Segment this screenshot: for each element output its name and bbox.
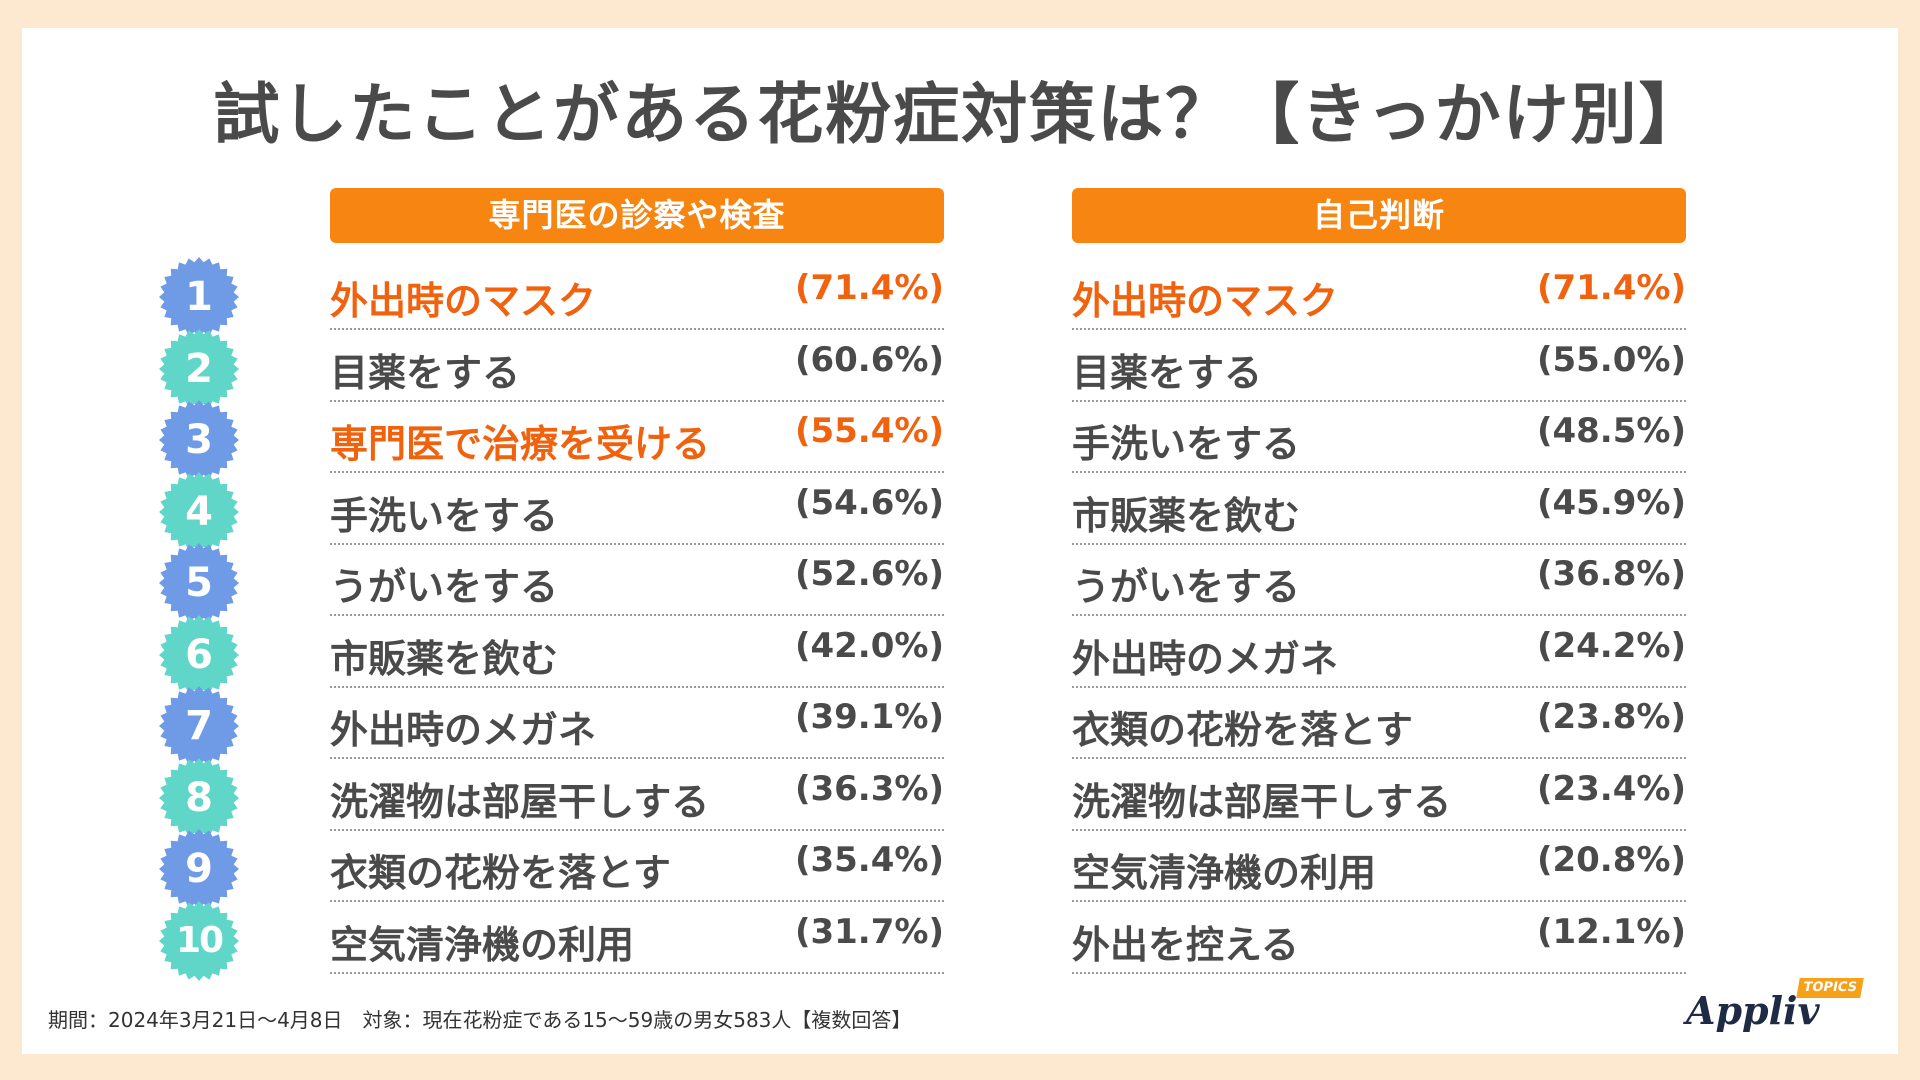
row-label: 外出を控える [1072,922,1299,967]
survey-footnote: 期間：2024年3月21日～4月8日 対象：現在花粉症である15～59歳の男女5… [48,1008,912,1032]
rank-badge: 3 [158,399,240,481]
rank-badge: 1 [158,256,240,338]
row-label: うがいをする [330,565,559,609]
rank-number: 4 [185,488,213,535]
row-percentage: (12.1%) [1536,911,1686,952]
ranking-row: 外出時のマスク (71.4%) [330,256,944,330]
rank-number: 8 [185,774,213,821]
row-label: 洗濯物は部屋干しする [1072,779,1452,824]
rank-number: 5 [185,560,213,606]
row-label: 目薬をする [330,350,521,395]
applív-logo: Appliv TOPICS [1686,978,1866,1038]
row-label: 専門医で治療を受ける [330,422,711,466]
rank-badge: 7 [158,685,240,767]
row-percentage: (24.2%) [1536,625,1686,666]
ranking-row: 市販薬を飲む (42.0%) [330,614,944,688]
row-label: 外出時のマスク [1072,279,1339,323]
rank-badge: 6 [158,614,240,696]
row-percentage: (48.5%) [1536,411,1686,451]
rank-badge: 4 [158,471,240,553]
row-label: 外出時のメガネ [330,708,597,752]
ranking-row: 外出時のマスク (71.4%) [1072,256,1686,330]
row-label: 衣類の花粉を落とす [330,851,671,895]
row-percentage: (20.8%) [1536,840,1686,880]
row-percentage: (54.6%) [794,482,944,523]
rank-number: 7 [185,703,213,749]
rank-badge: 5 [158,542,240,624]
row-percentage: (55.4%) [794,411,944,451]
row-label: 外出時のマスク [330,279,597,323]
ranking-row: 洗濯物は部屋干しする (23.4%) [1072,757,1686,831]
ranking-row: 専門医で治療を受ける (55.4%) [330,399,944,473]
ranking-row: 外出時のメガネ (24.2%) [1072,614,1686,688]
rank-badge: 2 [158,328,240,410]
rank-badge: 9 [158,828,240,910]
rank-number: 2 [185,345,213,392]
ranking-row: 市販薬を飲む (45.9%) [1072,471,1686,545]
row-label: 市販薬を飲む [330,636,559,681]
row-percentage: (23.4%) [1536,768,1686,809]
rank-number: 1 [185,274,213,320]
rank-number: 3 [185,417,213,463]
row-label: 手洗いをする [330,493,559,538]
row-label: うがいをする [1072,565,1301,609]
ranking-row: 衣類の花粉を落とす (35.4%) [330,828,944,902]
row-label: 手洗いをする [1072,422,1301,466]
ranking-row: 目薬をする (60.6%) [330,328,944,402]
row-percentage: (23.8%) [1536,697,1686,737]
row-percentage: (42.0%) [794,625,944,666]
row-percentage: (36.3%) [794,768,944,809]
logo-topics-tag: TOPICS [1796,978,1864,998]
row-percentage: (60.6%) [794,339,944,380]
panel-specialist: 専門医の診察や検査 外出時のマスク (71.4%) 目薬をする (60.6%) 専門医で… [330,188,944,974]
panel-header: 自己判断 [1072,188,1686,243]
ranking-row: うがいをする (36.8%) [1072,542,1686,616]
row-label: 空気清浄機の利用 [1072,851,1377,895]
ranking-row: 外出時のメガネ (39.1%) [330,685,944,759]
row-label: 外出時のメガネ [1072,636,1339,681]
row-percentage: (55.0%) [1536,339,1686,380]
panel-self-judgment: 自己判断 外出時のマスク (71.4%) 目薬をする (55.0%) 手洗いをする (48… [1072,188,1686,974]
ranking-row: 空気清浄機の利用 (20.8%) [1072,828,1686,902]
rank-badge: 10 [158,900,240,982]
row-percentage: (71.4%) [794,268,944,308]
ranking-row: 目薬をする (55.0%) [1072,328,1686,402]
row-percentage: (31.7%) [794,911,944,952]
page-title: 試したことがある花粉症対策は？【きっかけ別】 [213,76,1707,153]
row-percentage: (52.6%) [794,554,944,594]
ranking-row: 空気清浄機の利用 (31.7%) [330,900,944,974]
row-label: 洗濯物は部屋干しする [330,779,710,824]
row-label: 目薬をする [1072,350,1263,395]
panel-header: 専門医の診察や検査 [330,188,944,243]
row-label: 空気清浄機の利用 [330,922,635,967]
row-percentage: (45.9%) [1536,482,1686,523]
ranking-row: うがいをする (52.6%) [330,542,944,616]
row-label: 市販薬を飲む [1072,493,1301,538]
row-label: 衣類の花粉を落とす [1072,708,1413,752]
ranking-row: 手洗いをする (48.5%) [1072,399,1686,473]
row-percentage: (36.8%) [1536,554,1686,594]
rank-number: 9 [185,846,213,892]
ranking-row: 外出を控える (12.1%) [1072,900,1686,974]
rank-number: 6 [185,631,213,678]
row-percentage: (35.4%) [794,840,944,880]
row-percentage: (71.4%) [1536,268,1686,308]
rank-number: 10 [175,919,224,961]
row-percentage: (39.1%) [794,697,944,737]
rank-badge: 8 [158,757,240,839]
ranking-row: 洗濯物は部屋干しする (36.3%) [330,757,944,831]
ranking-row: 手洗いをする (54.6%) [330,471,944,545]
ranking-row: 衣類の花粉を落とす (23.8%) [1072,685,1686,759]
